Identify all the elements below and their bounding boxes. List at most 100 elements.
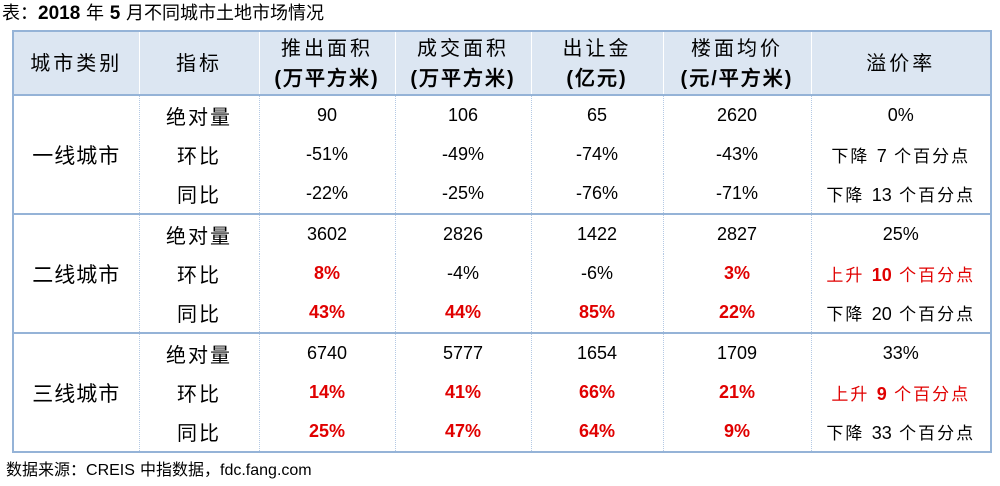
premium-rate-cell: 下降 33 个百分点 [810, 412, 991, 452]
table-row: 二线城市 绝对量 3602 2826 1422 2827 25% [12, 213, 991, 333]
transacted-area-cell: 44% [394, 293, 531, 333]
table-row: 同比 -22% -25% -76% -71% 下降 13 个百分点 [13, 174, 991, 214]
transacted-area-cell: 47% [394, 412, 531, 452]
premium-rate-cell: 下降 7 个百分点 [810, 135, 991, 174]
column-header-transacted-area: 成交面积 (万平方米) [394, 31, 531, 96]
city-tier-label: 二线城市 [12, 213, 139, 333]
launched-area-cell: 43% [258, 293, 395, 333]
premium-rate-cell: 25% [810, 213, 991, 254]
land-transfer-fee-cell: 85% [530, 293, 663, 333]
premium-rate-cell: 0% [810, 94, 991, 135]
city-tier-label: 一线城市 [12, 94, 139, 214]
average-floor-price-cell: 22% [662, 293, 811, 333]
column-header-land-transfer-fee: 出让金 (亿元) [530, 31, 663, 96]
premium-rate-cell: 下降 20 个百分点 [810, 293, 991, 333]
metric-label: 环比 [138, 254, 259, 293]
latin-run: 20 [871, 304, 892, 324]
average-floor-price-cell: 1709 [662, 332, 811, 373]
latin-run: 33 [871, 423, 892, 443]
column-header-label: 溢价率 [866, 51, 936, 75]
latin-run: 0% [887, 105, 914, 125]
latin-run: ( [410, 67, 419, 90]
land-transfer-fee-cell: 1422 [530, 213, 663, 254]
land-transfer-fee-cell: 64% [530, 412, 663, 452]
latin-run: 10 [871, 265, 892, 285]
column-header-launched-area: 推出面积 (万平方米) [258, 31, 395, 96]
column-header-metric: 指标 [138, 31, 259, 96]
metric-label: 绝对量 [138, 213, 259, 254]
launched-area-cell: 90 [258, 94, 395, 135]
latin-run: CREIS [86, 462, 135, 479]
transacted-area-cell: -25% [394, 174, 531, 214]
launched-area-cell: 6740 [258, 332, 395, 373]
column-header-label: 城市类别 [30, 51, 123, 75]
column-header-label: 成交面积 [417, 35, 509, 60]
launched-area-cell: 14% [258, 373, 395, 412]
column-header-premium-rate: 溢价率 [810, 31, 991, 96]
metric-label: 绝对量 [138, 94, 259, 135]
average-floor-price-cell: 2620 [662, 94, 811, 135]
column-header-unit: (万平方米) [410, 65, 516, 90]
table-caption: 表：2018 年 5 月不同城市土地市场情况 [2, 1, 324, 27]
latin-run: ( [274, 67, 283, 90]
launched-area-cell: 8% [258, 254, 395, 293]
launched-area-cell: -22% [258, 174, 395, 214]
transacted-area-cell: 41% [394, 373, 531, 412]
land-transfer-fee-cell: 65 [530, 94, 663, 135]
average-floor-price-cell: 2827 [662, 213, 811, 254]
land-transfer-fee-cell: 66% [530, 373, 663, 412]
table-row: 环比 8% -4% -6% 3% 上升 10 个百分点 [13, 254, 991, 293]
metric-label: 同比 [138, 412, 259, 452]
average-floor-price-cell: -43% [662, 135, 811, 174]
header-row: 城市类别 指标 推出面积 (万平方米) 成交面积 (万平方米) 出让金 (亿元) 楼面… [12, 31, 991, 96]
land-transfer-fee-cell: -74% [530, 135, 663, 174]
latin-run: 25% [882, 224, 919, 244]
data-source-note: 数据来源：CREIS 中指数据，fdc.fang.com [6, 458, 312, 482]
latin-run: ) [784, 67, 794, 90]
column-header-unit: (亿元) [566, 65, 628, 90]
average-floor-price-cell: -71% [662, 174, 811, 214]
launched-area-cell: 3602 [258, 213, 395, 254]
latin-run: ) [507, 67, 516, 90]
table-row: 三线城市 绝对量 6740 5777 1654 1709 33% [12, 332, 991, 452]
table-row: 环比 -51% -49% -74% -43% 下降 7 个百分点 [13, 135, 991, 174]
latin-run: ( [680, 67, 690, 90]
metric-label: 同比 [138, 174, 259, 214]
city-tier-label: 三线城市 [12, 332, 139, 452]
transacted-area-cell: -4% [394, 254, 531, 293]
column-header-label: 楼面均价 [691, 35, 783, 60]
transacted-area-cell: -49% [394, 135, 531, 174]
metric-label: 绝对量 [138, 332, 259, 373]
metric-label: 环比 [138, 373, 259, 412]
land-market-table: 城市类别 指标 推出面积 (万平方米) 成交面积 (万平方米) 出让金 (亿元) 楼面… [12, 30, 992, 453]
column-header-average-floor-price: 楼面均价 (元/平方米) [662, 31, 811, 96]
table-row: 环比 14% 41% 66% 21% 上升 9 个百分点 [13, 373, 991, 412]
launched-area-cell: 25% [258, 412, 395, 452]
average-floor-price-cell: 21% [662, 373, 811, 412]
premium-rate-cell: 上升 9 个百分点 [810, 373, 991, 412]
column-header-label: 指标 [176, 51, 222, 75]
land-transfer-fee-cell: 1654 [530, 332, 663, 373]
land-transfer-fee-cell: -6% [530, 254, 663, 293]
land-transfer-fee-cell: -76% [530, 174, 663, 214]
table-row: 一线城市 绝对量 90 106 65 2620 0% [12, 94, 991, 214]
caption-text: 表：2018 年 5 月不同城市土地市场情况 [2, 3, 325, 24]
metric-label: 环比 [138, 135, 259, 174]
data-source-text: 数据来源：CREIS 中指数据，fdc.fang.com [6, 460, 312, 479]
transacted-area-cell: 106 [394, 94, 531, 135]
launched-area-cell: -51% [258, 135, 395, 174]
latin-run: 13 [871, 185, 892, 205]
transacted-area-cell: 5777 [394, 332, 531, 373]
latin-run: fdc.fang.com [220, 462, 312, 479]
metric-label: 同比 [138, 293, 259, 333]
latin-run: / [711, 67, 719, 90]
average-floor-price-cell: 9% [662, 412, 811, 452]
column-header-city-tier: 城市类别 [12, 31, 139, 96]
table-row: 同比 25% 47% 64% 9% 下降 33 个百分点 [13, 412, 991, 452]
latin-run: 5 [109, 3, 121, 24]
latin-run: 2018 [38, 3, 81, 24]
latin-run: ) [619, 67, 628, 90]
column-header-unit: (元/平方米) [680, 65, 794, 90]
average-floor-price-cell: 3% [662, 254, 811, 293]
latin-run: ) [371, 67, 380, 90]
